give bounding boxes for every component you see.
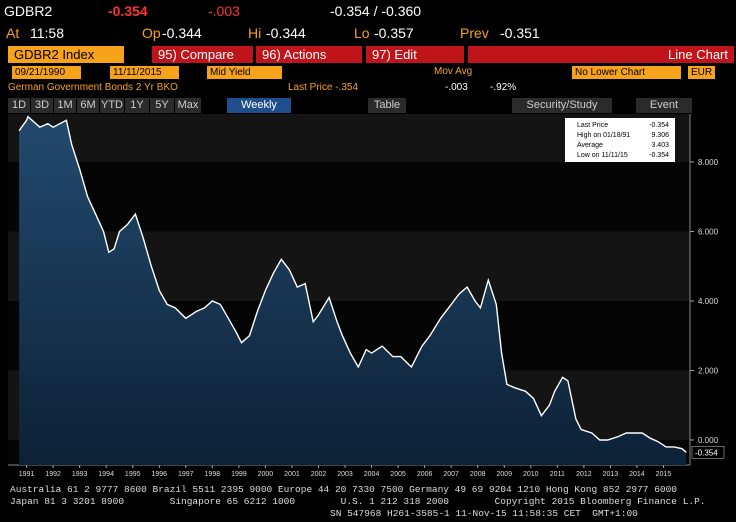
currency[interactable]: EUR [688, 66, 715, 79]
legend-label: Last Price [577, 122, 608, 129]
x-tick-label: 2014 [629, 471, 645, 478]
x-tick-label: 2011 [550, 471, 565, 478]
legend-value: 3.403 [651, 142, 669, 149]
x-tick-label: 2007 [443, 471, 459, 478]
band [8, 161, 690, 232]
y-tick-label: 0.000 [698, 436, 719, 445]
period[interactable]: Weekly [227, 98, 291, 113]
label: Hi [248, 25, 262, 41]
footer: SN 547968 H261-3585-1 11-Nov-15 11:58:35… [330, 508, 638, 519]
last-price: Last Price -.354 [288, 82, 359, 93]
value: -0.344 [162, 25, 202, 41]
x-tick-label: 2002 [311, 471, 327, 478]
study-button[interactable]: Security/Study [512, 98, 612, 113]
y-tick-label: 8.000 [698, 158, 719, 167]
legend-label: High on 01/18/91 [577, 132, 630, 139]
range-button[interactable]: 1M [54, 98, 76, 113]
x-tick-label: 2003 [337, 471, 353, 478]
event-button[interactable]: Event [636, 98, 692, 113]
x-tick-label: 2008 [470, 471, 486, 478]
x-tick-label: 2010 [523, 471, 539, 478]
x-tick-label: 2005 [390, 471, 406, 478]
study[interactable]: Mov Avg [434, 66, 473, 77]
x-tick-label: 1993 [72, 471, 88, 478]
value: -0.344 [266, 25, 306, 41]
start-date[interactable]: 09/21/1990 [12, 66, 81, 79]
range-button[interactable]: YTD [100, 98, 124, 113]
legend-value: -0.354 [649, 152, 669, 159]
x-tick-label: 2012 [576, 471, 592, 478]
x-tick-label: 1995 [125, 471, 141, 478]
x-tick-label: 1997 [178, 471, 194, 478]
lower-chart[interactable]: No Lower Chart [572, 66, 681, 79]
chart: 0.000 2.000 4.000 6.000 8.000 1991 1992 1993 199… [8, 114, 725, 478]
line [18, 115, 687, 453]
chart-type: Line Chart [468, 46, 734, 63]
range-button[interactable]: 1D [8, 98, 30, 113]
change: -.003 [445, 82, 468, 93]
legend-label: Low on 11/11/15 [577, 152, 628, 159]
range-button[interactable]: 1Y [125, 98, 149, 113]
x-tick-label: 2001 [284, 471, 300, 478]
x-tick-label: 2006 [417, 471, 433, 478]
x-tick-label: 1992 [45, 471, 61, 478]
compare-button[interactable]: 95) Compare [152, 46, 253, 63]
security[interactable]: GDBR2 Index [8, 46, 124, 63]
x-tick-label: 1994 [98, 471, 114, 478]
range-button[interactable]: Max [175, 98, 201, 113]
field[interactable]: Mid Yield [207, 66, 282, 79]
footer: Japan 81 3 3201 8900 Singapore 65 6212 1… [10, 496, 706, 507]
ticker: GDBR2 [4, 3, 53, 19]
last-tag-label: -0.354 [695, 448, 718, 457]
pct-change: -.92% [490, 82, 517, 93]
range-button[interactable]: 3D [31, 98, 53, 113]
x-tick-label: 2013 [603, 471, 619, 478]
actions-button[interactable]: 96) Actions [256, 46, 362, 63]
value: -0.357 [374, 25, 414, 41]
x-tick-label: 2015 [656, 471, 672, 478]
y-tick-label: 4.000 [698, 297, 719, 306]
label: At [6, 25, 20, 41]
change: -.003 [208, 3, 240, 19]
x-tick-label: 1998 [205, 471, 221, 478]
edit-button[interactable]: 97) Edit [366, 46, 464, 63]
label: Op [142, 25, 161, 41]
end-date[interactable]: 11/11/2015 [110, 66, 179, 79]
label: Prev [460, 25, 489, 41]
x-tick-label: 1991 [19, 471, 35, 478]
value: 11:58 [30, 25, 64, 41]
label: Lo [354, 25, 370, 41]
last-tag [691, 446, 725, 459]
legend-label: Average [577, 142, 603, 149]
x-tick-label: 2009 [496, 471, 512, 478]
value: -0.351 [500, 25, 540, 41]
legend [565, 118, 675, 162]
x-tick-label: 1996 [151, 471, 167, 478]
legend-value: 9.306 [651, 132, 669, 139]
last: -0.354 [108, 3, 148, 19]
x-tick-label: 2004 [364, 471, 380, 478]
table-button[interactable]: Table [368, 98, 406, 113]
legend-value: -0.354 [649, 122, 669, 129]
range-button[interactable]: 6M [77, 98, 99, 113]
range-button[interactable]: 5Y [150, 98, 174, 113]
x-tick-label: 2000 [258, 471, 274, 478]
y-tick-label: 2.000 [698, 366, 719, 375]
area [19, 116, 687, 465]
bid-ask: -0.354 / -0.360 [330, 3, 422, 19]
security-name: German Government Bonds 2 Yr BKO [8, 82, 178, 93]
y-tick-label: 6.000 [698, 227, 719, 236]
x-tick-label: 1999 [231, 471, 247, 478]
footer: Australia 61 2 9777 8600 Brazil 5511 239… [10, 484, 678, 495]
